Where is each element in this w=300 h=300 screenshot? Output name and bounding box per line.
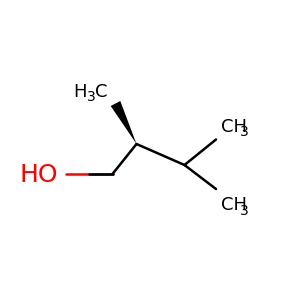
Text: HO: HO: [20, 164, 58, 188]
Text: CH: CH: [220, 118, 247, 136]
Text: H: H: [74, 82, 87, 100]
Text: 3: 3: [240, 125, 249, 139]
Polygon shape: [111, 101, 136, 144]
Text: 3: 3: [240, 204, 249, 218]
Text: C: C: [95, 82, 108, 100]
Text: 3: 3: [87, 90, 96, 104]
Text: CH: CH: [220, 196, 247, 214]
